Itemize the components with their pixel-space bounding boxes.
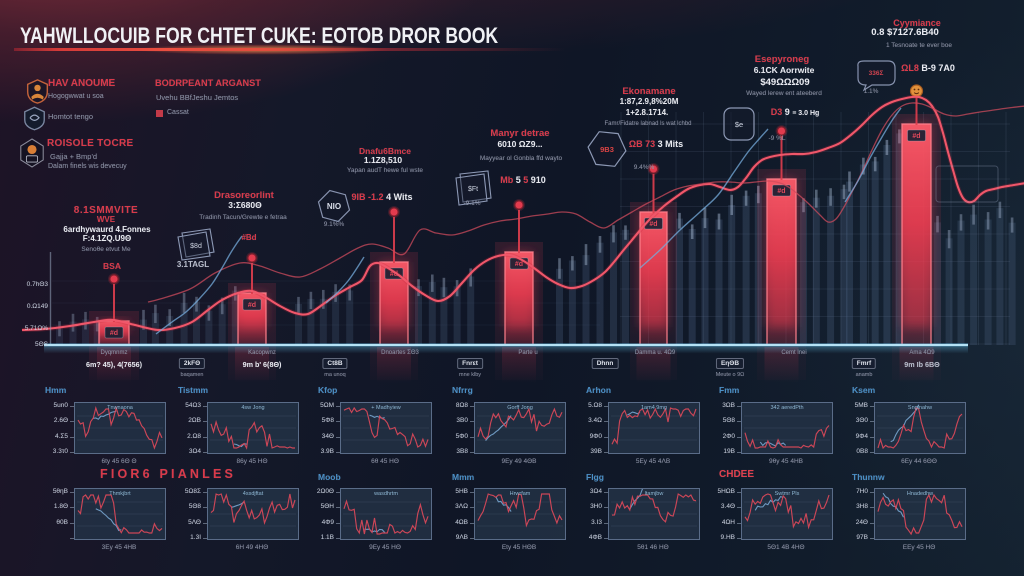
svg-text:NIO: NIO	[327, 202, 341, 211]
svg-text:#d: #d	[515, 261, 523, 268]
svg-text:$e: $e	[735, 120, 743, 129]
svg-text:$8d: $8d	[190, 243, 202, 250]
svg-text:9Β3: 9Β3	[600, 145, 614, 154]
svg-text:#d: #d	[777, 188, 785, 195]
svg-text:$Ft: $Ft	[468, 186, 478, 193]
svg-text:#d: #d	[248, 302, 256, 309]
svg-text:#d: #d	[390, 271, 398, 278]
svg-text:#d: #d	[110, 330, 118, 337]
svg-text:#d: #d	[912, 133, 920, 140]
svg-text:#d: #d	[649, 221, 657, 228]
svg-text:336Σ: 336Σ	[869, 70, 884, 77]
